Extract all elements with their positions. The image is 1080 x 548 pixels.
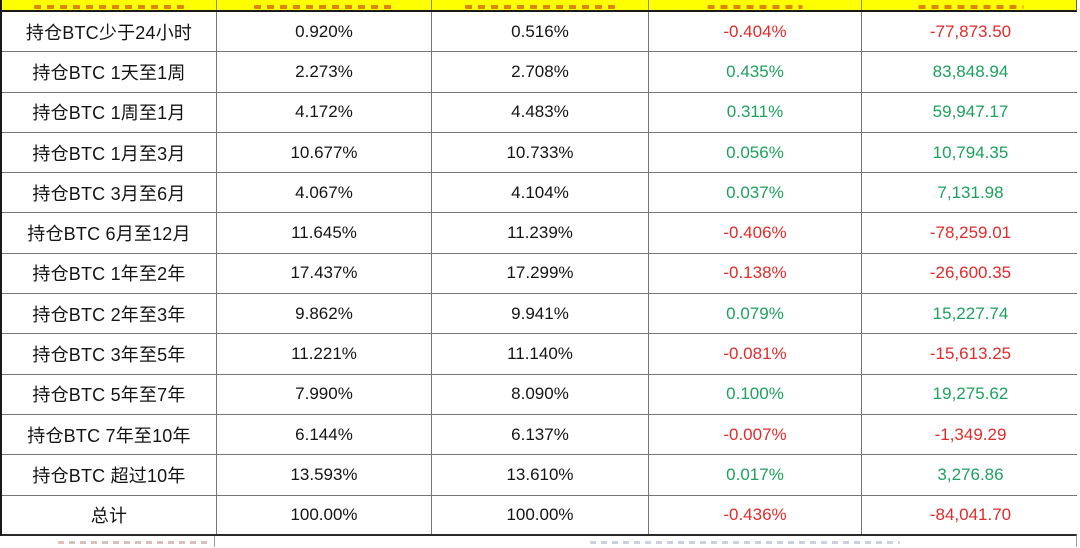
row-label[interactable]: 持仓BTC 3月至6月 xyxy=(2,173,217,213)
percent-after-cell[interactable]: 4.104% xyxy=(432,173,649,213)
change-value-cell[interactable]: 19,275.62 xyxy=(862,374,1079,414)
change-value-cell[interactable]: 15,227.74 xyxy=(862,294,1079,334)
percent-after-cell[interactable]: 100.00% xyxy=(432,495,649,534)
percent-before-cell[interactable]: 4.172% xyxy=(217,92,432,132)
percent-before-cell[interactable]: 11.221% xyxy=(217,334,432,374)
change-value-cell[interactable]: 83,848.94 xyxy=(862,52,1079,92)
partial-cell xyxy=(0,535,215,547)
table-row-cutoff xyxy=(0,535,1077,547)
table-row: 持仓BTC 2年至3年 9.862% 9.941% 0.079% 15,227.74 xyxy=(2,294,1079,335)
table-row: 总计 100.00% 100.00% -0.436% -84,041.70 xyxy=(2,495,1079,536)
row-label[interactable]: 持仓BTC 1天至1周 xyxy=(2,52,217,92)
percent-after-cell[interactable]: 17.299% xyxy=(432,253,649,294)
change-percent-cell[interactable]: 0.017% xyxy=(649,455,862,495)
header-cutoff-text-hint xyxy=(918,5,1023,9)
row-label[interactable]: 持仓BTC 5年至7年 xyxy=(2,374,217,414)
table-row: 持仓BTC 超过10年 13.593% 13.610% 0.017% 3,276.86 xyxy=(2,455,1079,496)
table-row: 持仓BTC 1周至1月 4.172% 4.483% 0.311% 59,947.17 xyxy=(2,92,1079,133)
table-row: 持仓BTC 3年至5年 11.221% 11.140% -0.081% -15,613.… xyxy=(2,334,1079,375)
table-row: 持仓BTC 1天至1周 2.273% 2.708% 0.435% 83,848.94 xyxy=(2,52,1079,93)
row-label[interactable]: 持仓BTC 超过10年 xyxy=(2,455,217,495)
row-label[interactable]: 持仓BTC 2年至3年 xyxy=(2,294,217,334)
table-row: 持仓BTC 3月至6月 4.067% 4.104% 0.037% 7,131.98 xyxy=(2,173,1079,214)
change-value-cell[interactable]: -77,873.50 xyxy=(862,12,1079,52)
change-value-cell[interactable]: -26,600.35 xyxy=(862,253,1079,294)
percent-before-cell[interactable]: 13.593% xyxy=(217,455,432,495)
change-value-cell[interactable]: -78,259.01 xyxy=(862,213,1079,253)
percent-after-cell[interactable]: 11.140% xyxy=(432,334,649,374)
header-cutoff-text-hint xyxy=(34,5,184,9)
row-label[interactable]: 持仓BTC 3年至5年 xyxy=(2,334,217,374)
header-cutoff-text-hint xyxy=(465,5,615,9)
cutoff-text-hint xyxy=(58,540,208,544)
table-header-row-cutoff xyxy=(0,0,1077,12)
percent-before-cell[interactable]: 7.990% xyxy=(217,374,432,414)
change-value-cell[interactable]: 7,131.98 xyxy=(862,173,1079,213)
header-cutoff-text-hint xyxy=(254,5,394,9)
table-body: 持仓BTC少于24小时 0.920% 0.516% -0.404% -77,873.50… xyxy=(0,12,1079,536)
cutoff-text-hint xyxy=(590,540,900,544)
change-value-cell[interactable]: -1,349.29 xyxy=(862,414,1079,455)
percent-before-cell[interactable]: 2.273% xyxy=(217,52,432,92)
percent-after-cell[interactable]: 4.483% xyxy=(432,92,649,132)
percent-after-cell[interactable]: 13.610% xyxy=(432,455,649,495)
percent-before-cell[interactable]: 17.437% xyxy=(217,253,432,294)
header-cell xyxy=(432,0,649,10)
percent-before-cell[interactable]: 100.00% xyxy=(217,495,432,534)
percent-after-cell[interactable]: 2.708% xyxy=(432,52,649,92)
change-value-cell[interactable]: 59,947.17 xyxy=(862,92,1079,132)
percent-before-cell[interactable]: 4.067% xyxy=(217,173,432,213)
change-percent-cell[interactable]: 0.100% xyxy=(649,374,862,414)
change-percent-cell[interactable]: 0.079% xyxy=(649,294,862,334)
change-percent-cell[interactable]: 0.037% xyxy=(649,173,862,213)
percent-before-cell[interactable]: 11.645% xyxy=(217,213,432,253)
change-percent-cell[interactable]: -0.138% xyxy=(649,253,862,294)
percent-after-cell[interactable]: 0.516% xyxy=(432,12,649,52)
percent-before-cell[interactable]: 10.677% xyxy=(217,132,432,173)
table-row: 持仓BTC 5年至7年 7.990% 8.090% 0.100% 19,275.62 xyxy=(2,374,1079,415)
table-row: 持仓BTC 6月至12月 11.645% 11.239% -0.406% -78,259… xyxy=(2,213,1079,254)
percent-after-cell[interactable]: 8.090% xyxy=(432,374,649,414)
change-value-cell[interactable]: -84,041.70 xyxy=(862,495,1079,534)
row-label[interactable]: 持仓BTC 1周至1月 xyxy=(2,92,217,132)
row-label[interactable]: 持仓BTC少于24小时 xyxy=(2,12,217,52)
row-label[interactable]: 总计 xyxy=(2,495,217,534)
table-row: 持仓BTC 1年至2年 17.437% 17.299% -0.138% -26,600.… xyxy=(2,253,1079,295)
table-row: 持仓BTC少于24小时 0.920% 0.516% -0.404% -77,873.50 xyxy=(2,12,1079,53)
percent-before-cell[interactable]: 6.144% xyxy=(217,414,432,455)
change-percent-cell[interactable]: 0.056% xyxy=(649,132,862,173)
change-percent-cell[interactable]: 0.311% xyxy=(649,92,862,132)
change-percent-cell[interactable]: -0.404% xyxy=(649,12,862,52)
change-percent-cell[interactable]: -0.436% xyxy=(649,495,862,534)
percent-after-cell[interactable]: 9.941% xyxy=(432,294,649,334)
change-value-cell[interactable]: 3,276.86 xyxy=(862,455,1079,495)
table-row: 持仓BTC 1月至3月 10.677% 10.733% 0.056% 10,794.35 xyxy=(2,132,1079,174)
partial-cell xyxy=(215,536,1077,547)
change-value-cell[interactable]: -15,613.25 xyxy=(862,334,1079,374)
percent-before-cell[interactable]: 9.862% xyxy=(217,294,432,334)
percent-after-cell[interactable]: 10.733% xyxy=(432,132,649,173)
row-label[interactable]: 持仓BTC 7年至10年 xyxy=(2,414,217,455)
header-cell xyxy=(217,0,432,10)
change-value-cell[interactable]: 10,794.35 xyxy=(862,132,1079,173)
percent-before-cell[interactable]: 0.920% xyxy=(217,12,432,52)
percent-after-cell[interactable]: 11.239% xyxy=(432,213,649,253)
table-row: 持仓BTC 7年至10年 6.144% 6.137% -0.007% -1,349.29 xyxy=(2,414,1079,456)
change-percent-cell[interactable]: -0.081% xyxy=(649,334,862,374)
header-cutoff-text-hint xyxy=(707,5,803,9)
change-percent-cell[interactable]: -0.406% xyxy=(649,213,862,253)
row-label[interactable]: 持仓BTC 1年至2年 xyxy=(2,253,217,294)
header-cell xyxy=(862,0,1079,10)
header-cell xyxy=(649,0,862,10)
row-label[interactable]: 持仓BTC 1月至3月 xyxy=(2,132,217,173)
percent-after-cell[interactable]: 6.137% xyxy=(432,414,649,455)
change-percent-cell[interactable]: -0.007% xyxy=(649,414,862,455)
row-label[interactable]: 持仓BTC 6月至12月 xyxy=(2,213,217,253)
change-percent-cell[interactable]: 0.435% xyxy=(649,52,862,92)
header-cell xyxy=(2,0,217,10)
